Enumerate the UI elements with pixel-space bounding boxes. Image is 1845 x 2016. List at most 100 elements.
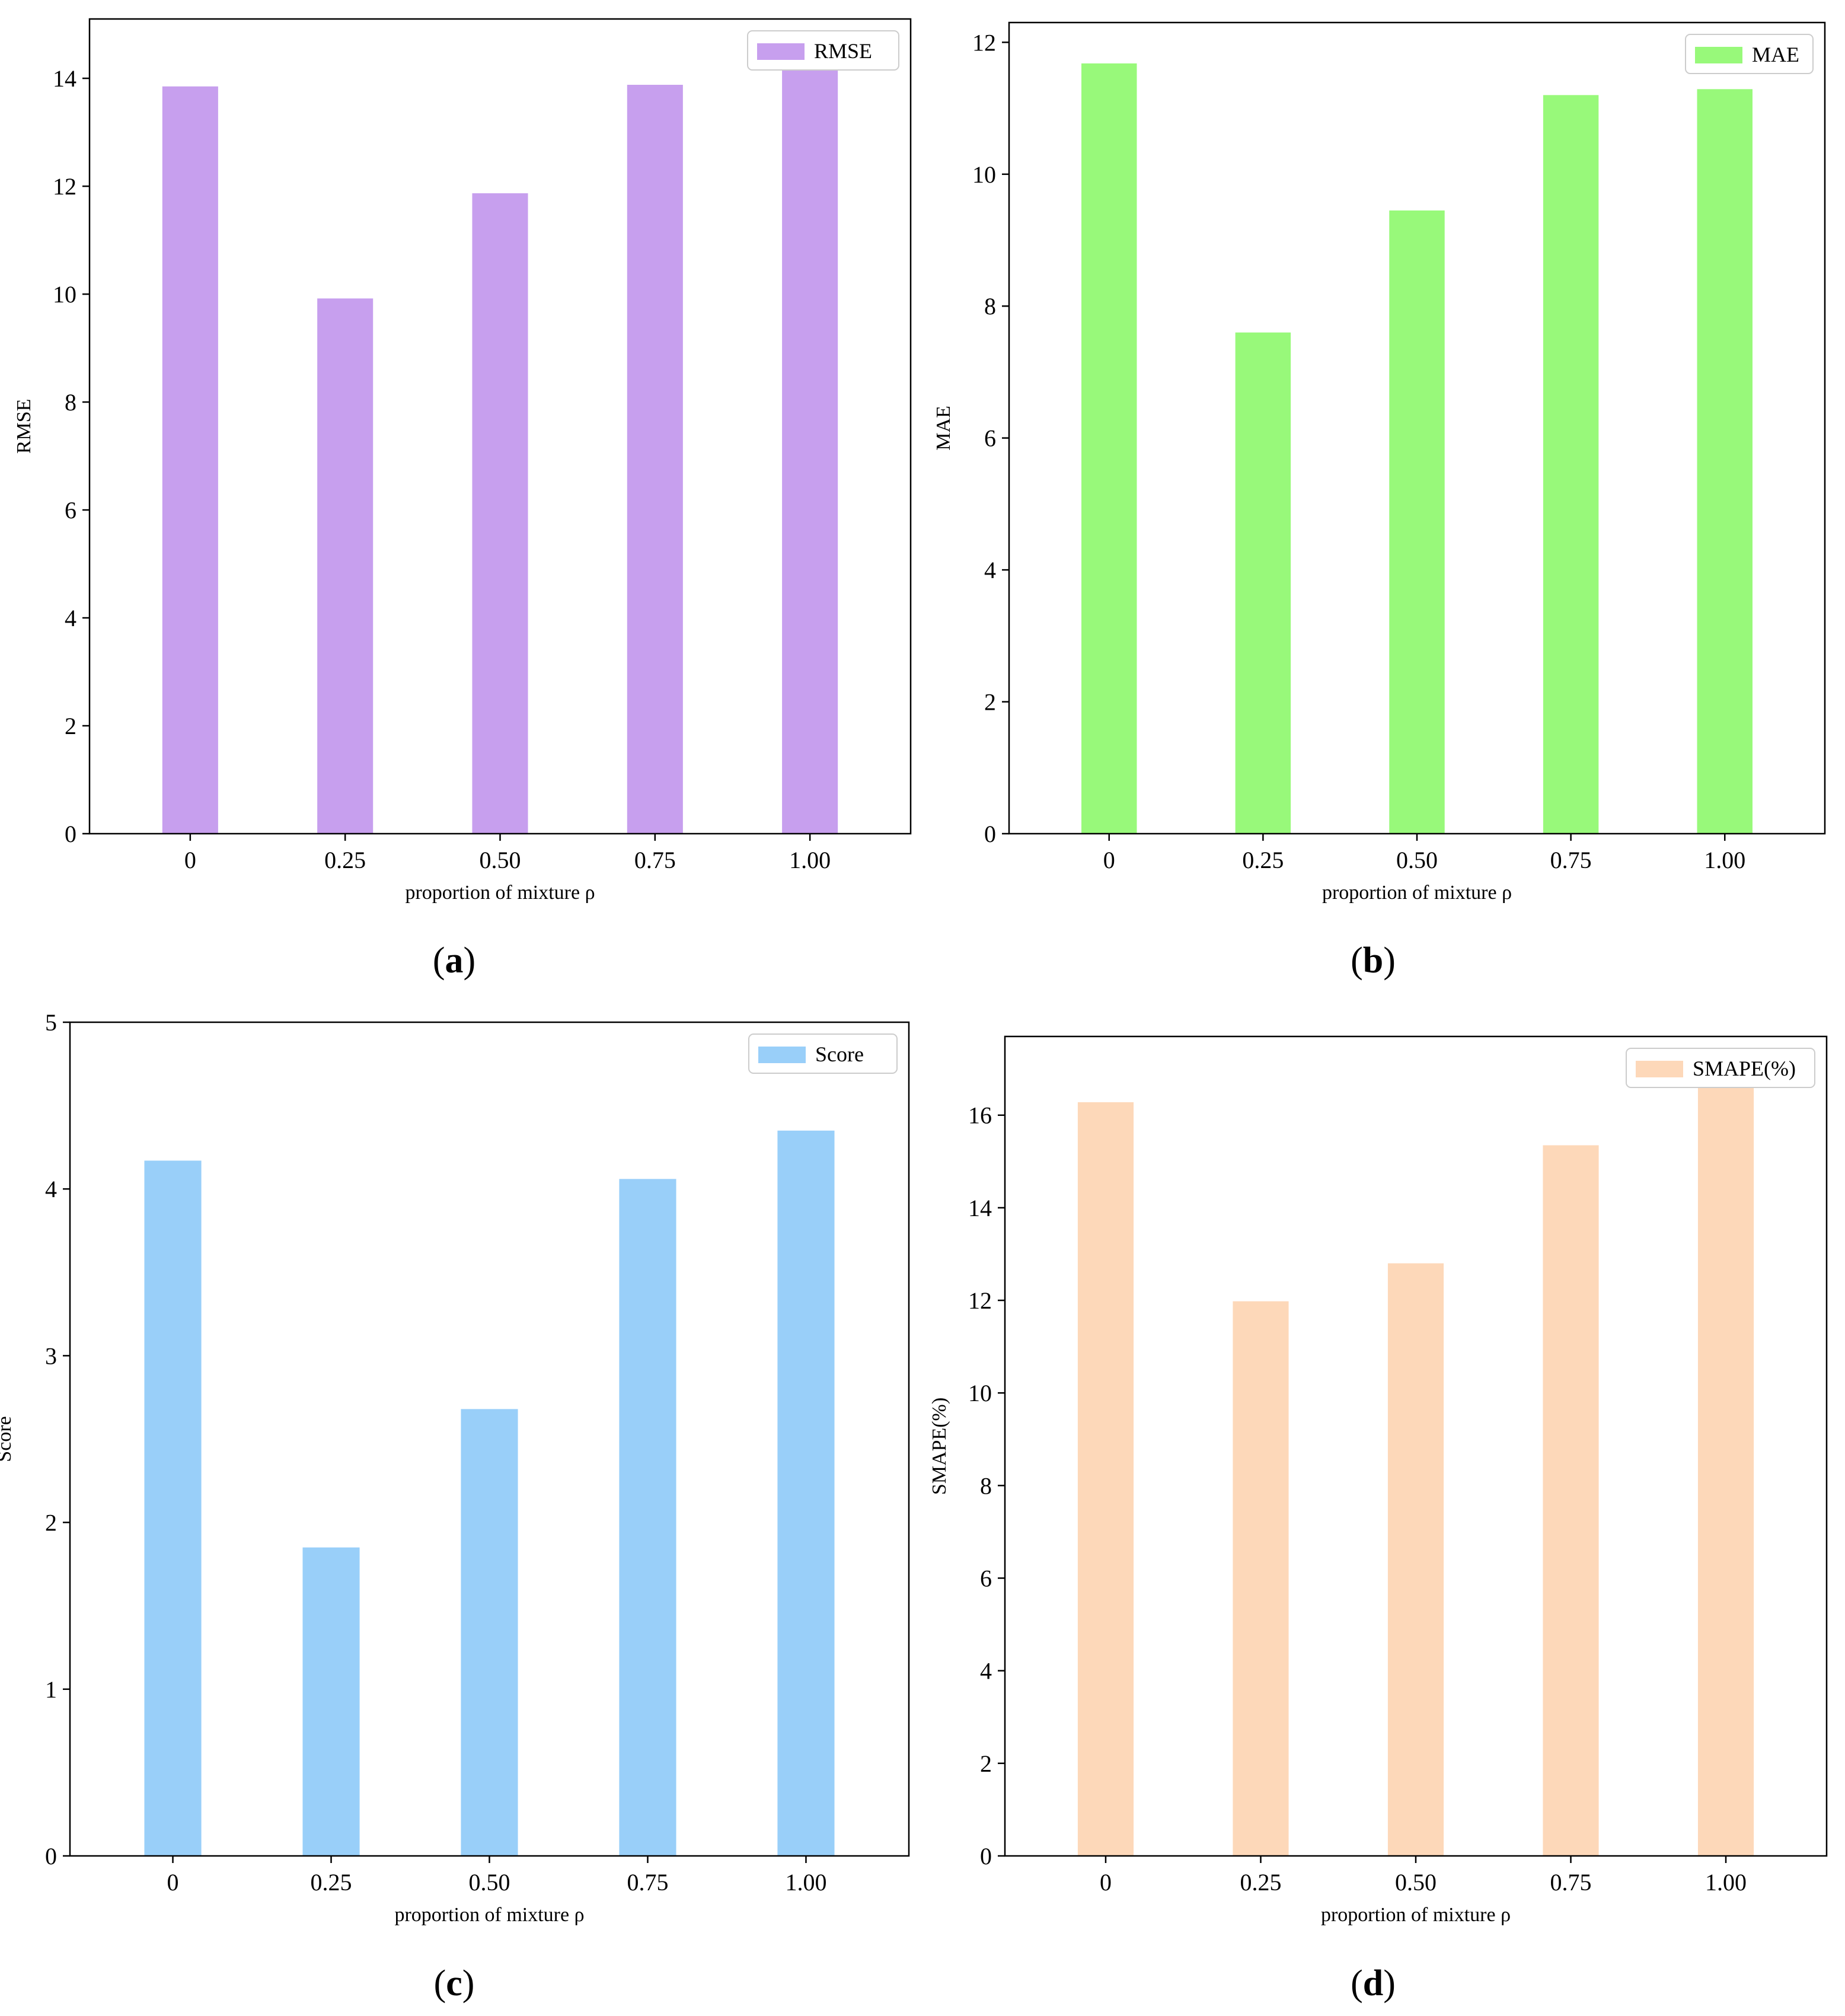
bar-0.50: [1387, 1263, 1444, 1856]
y-tick-label: 8: [984, 293, 996, 320]
bar-0.25: [1235, 332, 1291, 834]
y-tick-label: 8: [65, 389, 76, 416]
legend-label: Score: [815, 1042, 864, 1066]
x-axis-label: proportion of mixture ρ: [405, 882, 595, 904]
y-axis-label: SMAPE(%): [928, 1398, 950, 1495]
x-tick-label: 0.25: [324, 847, 366, 873]
y-tick-label: 12: [972, 29, 996, 56]
x-tick-label: 0.25: [1240, 1869, 1281, 1896]
x-tick-label: 0.50: [469, 1869, 510, 1896]
bars: [144, 1130, 835, 1856]
y-axis-label: Score: [0, 1416, 15, 1462]
y-tick-label: 4: [980, 1658, 992, 1685]
y-tick-label: 0: [65, 821, 76, 847]
panel-caption: (c): [434, 1963, 475, 2004]
legend-label: MAE: [1752, 43, 1799, 66]
y-tick-label: 0: [980, 1843, 992, 1870]
y-tick-label: 14: [968, 1195, 992, 1221]
bar-0.25: [1233, 1301, 1289, 1856]
bar-0.25: [302, 1547, 360, 1856]
legend-label: RMSE: [814, 39, 872, 63]
y-tick-label: 6: [65, 497, 76, 524]
bar-0.75: [619, 1179, 676, 1856]
legend-label: SMAPE(%): [1693, 1057, 1796, 1080]
bar-1.00: [777, 1130, 835, 1856]
bar-0.50: [472, 193, 528, 834]
legend: RMSE: [747, 30, 899, 71]
legend-swatch: [758, 1047, 806, 1063]
panel-caption: (d): [1351, 1963, 1396, 2004]
legend-box: [1685, 34, 1814, 74]
y-tick-label: 4: [984, 557, 996, 583]
x-tick-label: 0: [184, 847, 196, 873]
x-axis-label: proportion of mixture ρ: [1321, 1904, 1511, 1926]
bar-0.50: [1389, 210, 1445, 834]
x-tick-label: 0.25: [311, 1869, 352, 1896]
bar-0.75: [1543, 1145, 1599, 1856]
legend-box: [747, 30, 899, 71]
bar-0.75: [1543, 95, 1599, 834]
x-tick-label: 0.50: [480, 847, 521, 873]
y-tick-label: 2: [45, 1510, 57, 1536]
x-axis-label: proportion of mixture ρ: [1322, 882, 1512, 904]
x-tick-label: 0.75: [634, 847, 676, 873]
legend-swatch: [757, 43, 805, 60]
y-tick-label: 2: [980, 1750, 992, 1777]
chart-a: 0 2 4 6 8 10 12 14 0 0.25 0.50 0.75 1.00 proportion o…: [13, 18, 912, 981]
bar-0: [1081, 63, 1137, 834]
bar-1.00: [1697, 1083, 1754, 1856]
y-axis-label: RMSE: [13, 399, 35, 454]
y-tick-label: 2: [65, 713, 76, 739]
x-axis-label: proportion of mixture ρ: [394, 1904, 584, 1926]
y-tick-label: 3: [45, 1342, 57, 1369]
x-tick-label: 0.50: [1396, 847, 1438, 873]
x-tick-label: 0: [1103, 847, 1115, 873]
x-tick-label: 0.25: [1242, 847, 1284, 873]
bar-0.50: [461, 1409, 518, 1856]
y-tick-label: 16: [968, 1102, 992, 1129]
x-tick-label: 0.50: [1395, 1869, 1437, 1896]
y-tick-label: 0: [45, 1843, 57, 1870]
legend-box: [1626, 1048, 1815, 1088]
y-tick-label: 6: [984, 425, 996, 452]
y-tick-label: 4: [65, 605, 76, 631]
bars: [162, 54, 838, 834]
y-tick-label: 12: [53, 173, 76, 200]
chart-b: 0 2 4 6 8 10 12 0 0.25 0.50 0.75 1.00 proportion of …: [933, 21, 1826, 981]
panel-caption: (a): [433, 940, 475, 981]
bars: [1077, 1083, 1754, 1856]
bar-0: [162, 86, 218, 834]
panel-caption: (b): [1351, 940, 1396, 981]
bar-0.25: [317, 298, 374, 834]
legend-swatch: [1636, 1061, 1683, 1077]
chart-d: 0 2 4 6 8 10 12 14 16 0 0.25 0.50 0.75 1.00 proportion…: [928, 1035, 1828, 2004]
y-tick-label: 4: [45, 1176, 57, 1202]
bar-1.00: [782, 54, 838, 834]
x-tick-label: 1.00: [1705, 1869, 1747, 1896]
x-tick-label: 0.75: [627, 1869, 668, 1896]
x-tick-label: 1.00: [785, 1869, 826, 1896]
x-tick-label: 0: [167, 1869, 179, 1896]
y-tick-label: 6: [980, 1565, 992, 1592]
y-tick-label: 2: [984, 689, 996, 716]
legend-box: [748, 1033, 898, 1074]
y-tick-label: 14: [53, 65, 76, 92]
y-tick-label: 1: [45, 1676, 57, 1703]
y-tick-label: 10: [968, 1380, 992, 1406]
bar-0: [1077, 1102, 1134, 1856]
chart-c: 0 1 2 3 4 5 0 0.25 0.50 0.75 1.00 proportion of mix…: [0, 1009, 910, 2004]
y-tick-label: 12: [968, 1287, 992, 1314]
bar-1.00: [1697, 89, 1753, 834]
legend: MAE: [1685, 34, 1814, 74]
x-tick-label: 0: [1100, 1869, 1112, 1896]
legend-swatch: [1695, 47, 1742, 63]
y-tick-label: 5: [45, 1009, 57, 1036]
y-tick-label: 10: [53, 281, 76, 308]
x-tick-label: 0.75: [1550, 847, 1592, 873]
bar-0: [144, 1160, 202, 1856]
y-tick-label: 0: [984, 821, 996, 847]
y-tick-label: 8: [980, 1472, 992, 1499]
x-tick-label: 1.00: [1704, 847, 1745, 873]
y-tick-label: 10: [972, 161, 996, 188]
